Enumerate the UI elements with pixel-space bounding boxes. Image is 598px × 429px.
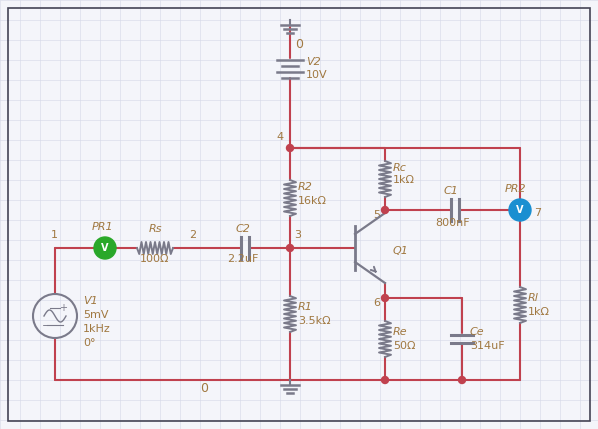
Text: 7: 7 [534,208,541,218]
Text: Rl: Rl [528,293,539,303]
Circle shape [382,206,389,214]
Text: 16kΩ: 16kΩ [298,196,327,206]
Text: 0°: 0° [83,338,96,348]
Text: 100Ω: 100Ω [141,254,170,264]
Circle shape [509,199,531,221]
Text: 1kΩ: 1kΩ [393,175,415,185]
Circle shape [286,145,294,151]
Text: 10V: 10V [306,70,328,80]
Circle shape [94,237,116,259]
Text: V: V [101,243,109,253]
Text: Re: Re [393,327,408,337]
Text: 4: 4 [277,132,284,142]
Text: 5mV: 5mV [83,310,108,320]
Text: 1kΩ: 1kΩ [528,307,550,317]
Circle shape [286,245,294,251]
Text: R1: R1 [298,302,313,312]
Text: PR1: PR1 [92,222,114,232]
Text: 2.2uF: 2.2uF [227,254,259,264]
Text: Rc: Rc [393,163,407,173]
Text: +: + [59,303,67,313]
Text: 3: 3 [294,230,301,240]
Text: PR2: PR2 [505,184,527,194]
Text: 0: 0 [200,382,208,395]
Text: Ce: Ce [470,327,484,337]
Circle shape [382,294,389,302]
Text: 3.5kΩ: 3.5kΩ [298,316,331,326]
Text: 1: 1 [51,230,58,240]
Circle shape [382,377,389,384]
Text: R2: R2 [298,182,313,192]
Text: 5: 5 [373,210,380,220]
Text: 0: 0 [295,38,303,51]
Text: C1: C1 [444,186,459,196]
Text: Q1: Q1 [393,246,409,256]
Text: 2: 2 [189,230,196,240]
Text: 1kHz: 1kHz [83,324,111,334]
Circle shape [459,377,465,384]
Text: C2: C2 [236,224,251,234]
Text: 800nF: 800nF [436,218,470,228]
Text: V1: V1 [83,296,97,306]
Text: 6: 6 [373,298,380,308]
Text: Rs: Rs [148,224,161,234]
Text: 50Ω: 50Ω [393,341,416,351]
Text: V: V [516,205,524,215]
Text: −: − [42,321,51,331]
Text: V2: V2 [306,57,321,67]
Text: 314uF: 314uF [470,341,505,351]
